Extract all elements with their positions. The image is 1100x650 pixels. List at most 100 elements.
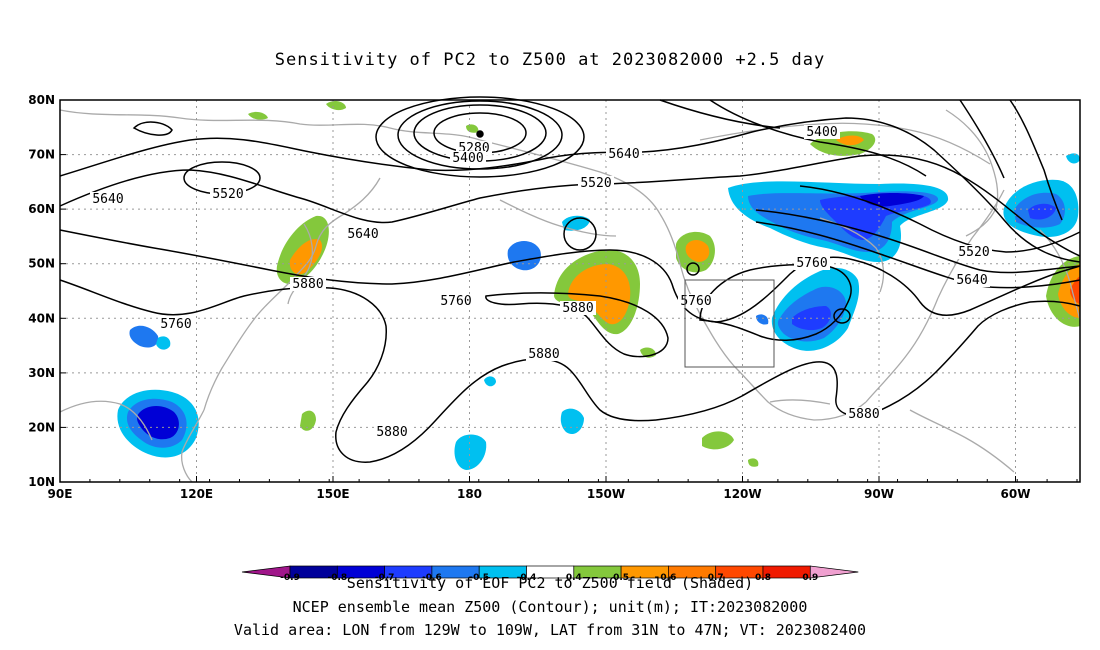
coastline <box>945 109 999 237</box>
shade-blob <box>702 431 734 450</box>
colorbar-label: 0.8 <box>755 573 771 583</box>
colorbar-label: 0.4 <box>566 573 582 583</box>
coastlines <box>59 109 1081 483</box>
valid-area-box <box>684 279 775 368</box>
colorbar-label: -0.7 <box>375 573 395 583</box>
shade-blob <box>568 264 631 325</box>
coastline <box>287 223 314 305</box>
lon-label: 180 <box>457 487 482 501</box>
contour-label: 5520 <box>958 245 989 260</box>
contour-canada-c <box>799 185 1081 253</box>
contour-label-bg <box>450 151 486 165</box>
coastline <box>203 281 291 411</box>
lon-label: 60W <box>1001 487 1031 501</box>
contour-canada-b <box>755 221 1081 289</box>
contour-label: 5880 <box>528 347 559 362</box>
contour-label-bg <box>374 425 410 439</box>
contour-label: 5760 <box>440 294 471 309</box>
shade-blob <box>560 408 584 435</box>
coastline <box>909 409 1015 473</box>
colorbar-label: 0.5 <box>613 573 629 583</box>
shade-blob <box>129 325 159 348</box>
contour-label: 5880 <box>376 425 407 440</box>
contour-label: 5400 <box>806 125 837 140</box>
shade-blob <box>1066 153 1080 164</box>
contour-low <box>375 96 585 178</box>
contour-label-bg <box>606 147 642 161</box>
chart-title: Sensitivity of PC2 to Z500 at 2023082000… <box>274 50 826 70</box>
graticule <box>60 100 1080 482</box>
shade-blob <box>289 239 323 275</box>
contour-canada-a <box>755 209 1081 274</box>
latitude-labels: 80N 70N 60N 50N 40N 30N 20N 10N <box>28 93 55 489</box>
longitude-labels: 90E 120E 150E 180 150W 120W 90W 60W <box>48 487 1031 501</box>
shade-blob <box>326 101 346 111</box>
coastline <box>659 213 735 367</box>
contour-5880-loop <box>485 292 669 358</box>
coastline <box>180 409 205 483</box>
shade-blob <box>507 241 541 271</box>
contour-cutoff-us <box>833 308 851 324</box>
lat-label: 20N <box>28 420 55 434</box>
contour-arctic-b <box>659 99 781 129</box>
lat-label: 40N <box>28 311 55 325</box>
contour-label: 5880 <box>562 301 593 316</box>
colorbar: -0.9 -0.8 -0.7 -0.6 -0.5 -0.4 0.4 0.5 0.6 0.7 0.8 0… <box>241 565 859 583</box>
colorbar-label: 0.7 <box>708 573 724 583</box>
contour-label: 5880 <box>292 277 323 292</box>
lat-label: 70N <box>28 148 55 162</box>
contour-label: 5520 <box>212 187 243 202</box>
contour-5760-west <box>59 229 611 285</box>
contour-atl <box>1009 99 1063 221</box>
caption-valid-area: Valid area: LON from 129W to 109W, LAT f… <box>233 621 867 639</box>
contour-label-bg <box>678 294 714 308</box>
coastline <box>699 122 991 165</box>
contour-label: 5760 <box>680 294 711 309</box>
lon-label: 120E <box>180 487 213 501</box>
shade-blob <box>156 336 171 350</box>
coastline <box>59 109 481 141</box>
colorbar-upper-triangle <box>809 565 859 579</box>
contour-label: 5760 <box>160 317 191 332</box>
contour-5880-west <box>59 279 657 463</box>
contour-label-bg <box>804 125 840 139</box>
colorbar-label: -0.5 <box>469 573 489 583</box>
contour-label: 5640 <box>347 227 378 242</box>
contour-label-bg <box>345 227 381 241</box>
shade-blob <box>454 434 487 470</box>
axis-ticks <box>59 99 1078 483</box>
colorbar-label: -0.9 <box>280 573 300 583</box>
shade-blob <box>836 135 864 146</box>
contour-label-bg <box>560 301 596 315</box>
caption-shading: Sensitivity of EOF PC2 to Z500 field (Sh… <box>346 574 754 592</box>
shade-blob <box>1070 276 1080 304</box>
contour-label-bg <box>90 192 126 206</box>
contour-label-bg <box>290 277 326 291</box>
colorbar-label: -0.4 <box>517 573 537 583</box>
colorbar-label: -0.8 <box>327 573 347 583</box>
contour-label: 5400 <box>452 151 483 166</box>
coastline <box>289 177 381 283</box>
shade-blob <box>466 124 479 133</box>
plot-frame <box>59 99 1081 483</box>
contour-label-bg <box>578 176 614 190</box>
contour-small <box>132 121 173 136</box>
lon-label: 150E <box>316 487 349 501</box>
shade-blob <box>748 458 759 467</box>
colorbar-label: -0.6 <box>422 573 442 583</box>
shade-blob <box>300 410 316 431</box>
colorbar-label: 0.6 <box>660 573 676 583</box>
lat-label: 10N <box>28 475 55 489</box>
contour-label-bg <box>956 245 992 259</box>
contour-label-bg <box>954 273 990 287</box>
shade-blob <box>685 240 710 262</box>
contour-labels: 5280540055205640552056405400564055205640… <box>90 125 992 440</box>
coastline <box>499 199 617 237</box>
lat-label: 80N <box>28 93 55 107</box>
lat-label: 50N <box>28 257 55 271</box>
shade-blob <box>860 193 924 207</box>
shade-blob <box>562 215 590 231</box>
contour-label-bg <box>846 407 882 421</box>
coastline <box>865 297 939 403</box>
